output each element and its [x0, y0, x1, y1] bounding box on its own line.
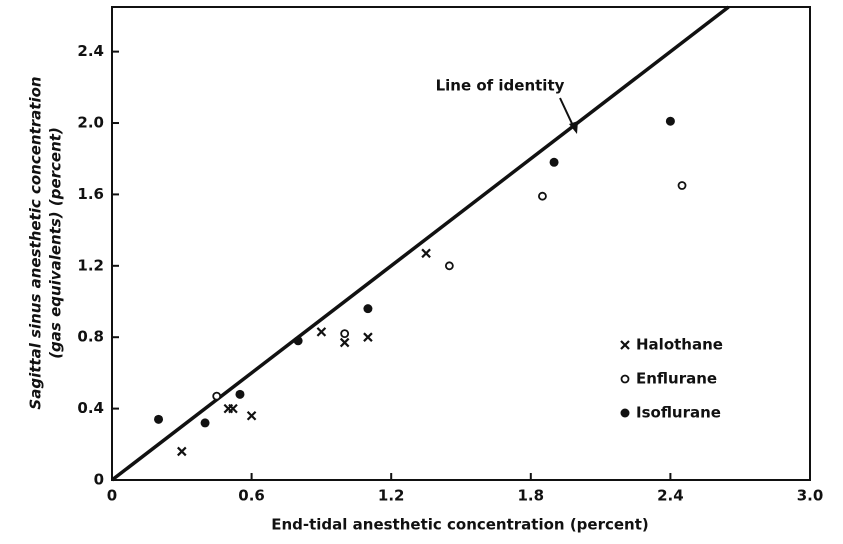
y-tick-label: 2.4: [77, 42, 104, 60]
data-point: [538, 191, 547, 201]
x-tick-label: 2.4: [657, 487, 684, 505]
y-axis-label: Sagittal sinus anesthetic concentration: [27, 76, 45, 409]
data-point: [316, 327, 327, 337]
data-point: [665, 116, 675, 126]
data-point: [444, 261, 454, 271]
data-point: [228, 403, 238, 414]
x-tick-label: 0.6: [238, 487, 265, 505]
data-point: [549, 157, 559, 167]
legend-marker: [620, 408, 630, 418]
data-point: [421, 248, 431, 259]
y-tick-label: 0.8: [77, 328, 104, 346]
annotation: Line of identity: [436, 77, 565, 95]
y-tick-label: 1.2: [77, 256, 104, 274]
data-point: [246, 410, 257, 421]
data-point: [154, 414, 164, 424]
y-tick-label: 2.0: [77, 114, 104, 132]
plot-frame: [111, 6, 811, 481]
data-point: [235, 389, 245, 399]
data-point: [363, 332, 373, 342]
data-point: [340, 329, 350, 339]
data-point: [677, 181, 687, 190]
legend-marker: [620, 340, 630, 350]
x-axis-label: End-tidal anesthetic concentration (perc…: [271, 516, 649, 534]
y-tick-label: 1.6: [77, 185, 104, 203]
legend-label: Isoflurane: [636, 404, 721, 422]
y-axis-label: (gas equivalents) (percent): [47, 127, 65, 359]
data-point: [339, 337, 350, 348]
data-point: [212, 391, 222, 401]
x-tick-label: 1.2: [378, 487, 405, 505]
x-tick-label: 0: [107, 487, 117, 505]
y-tick-label: 0: [94, 471, 104, 489]
data-point: [293, 336, 303, 346]
identity-line: [110, 5, 730, 482]
data-point: [200, 418, 210, 428]
legend-label: Enflurane: [636, 370, 717, 388]
legend-marker: [620, 374, 630, 384]
annotation-arrowhead: [569, 121, 578, 134]
legend-label: Halothane: [636, 336, 723, 354]
x-tick-label: 1.8: [518, 487, 545, 505]
data-point: [363, 304, 373, 314]
data-point: [177, 446, 187, 457]
y-tick-label: 0.4: [77, 399, 104, 417]
x-tick-label: 3.0: [797, 487, 824, 505]
